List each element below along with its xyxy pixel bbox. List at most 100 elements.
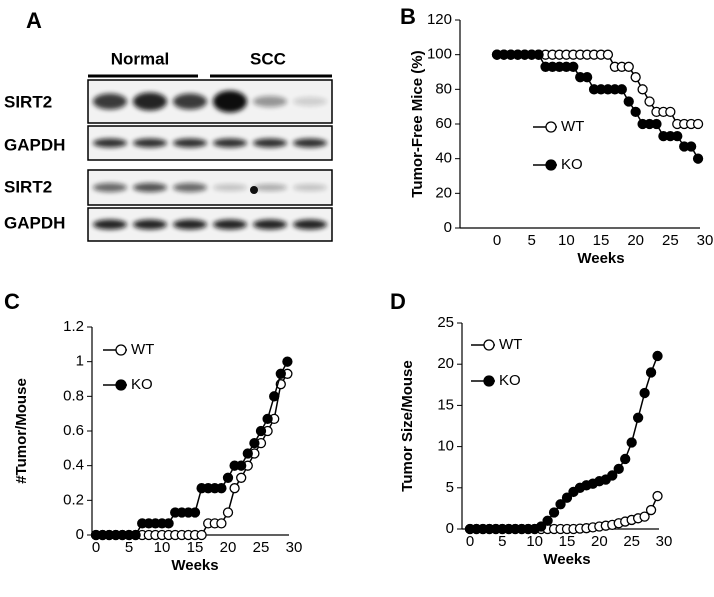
- data-point: [665, 106, 676, 118]
- series-line: [497, 53, 699, 160]
- x-tick-label: 5: [125, 539, 133, 556]
- x-tick-label: 25: [662, 232, 679, 249]
- legend-label: WT: [131, 341, 154, 358]
- blot-band: [133, 92, 167, 111]
- x-tick-label: 30: [286, 539, 303, 556]
- legend-marker: [115, 379, 127, 391]
- y-axis-title: #Tumor/Mouse: [13, 378, 30, 484]
- legend-label: KO: [499, 372, 521, 389]
- row-label: SIRT2: [4, 92, 52, 111]
- legend-marker: [115, 344, 127, 356]
- y-tick-label: 10: [437, 438, 454, 455]
- data-point: [613, 463, 624, 474]
- row-label: SIRT2: [4, 177, 52, 196]
- data-point: [269, 391, 280, 402]
- blot-band: [293, 138, 327, 148]
- x-tick-label: 15: [187, 539, 204, 556]
- blot-band: [253, 138, 287, 148]
- blot-band: [93, 138, 127, 148]
- y-tick-label: 20: [437, 355, 454, 372]
- blot-band: [213, 184, 247, 191]
- data-point: [616, 84, 627, 95]
- x-axis-title: Weeks: [543, 551, 590, 568]
- y-tick-label: 20: [435, 184, 452, 201]
- x-axis-title: Weeks: [171, 557, 218, 574]
- data-point: [626, 437, 637, 448]
- y-tick-label: 1.2: [63, 318, 84, 335]
- data-point: [644, 96, 655, 107]
- y-axis-title: Tumor Size/Mouse: [399, 360, 416, 491]
- data-point: [249, 437, 260, 449]
- data-point: [236, 472, 247, 483]
- blot-band: [133, 138, 167, 148]
- data-point: [651, 118, 662, 130]
- blot-band: [293, 97, 327, 106]
- data-point: [555, 499, 566, 510]
- data-point: [645, 504, 657, 516]
- data-point: [275, 368, 286, 379]
- data-point: [242, 448, 253, 459]
- x-tick-label: 0: [466, 533, 474, 550]
- blot-band: [213, 90, 247, 113]
- legend-label: WT: [561, 118, 584, 135]
- x-tick-label: 30: [656, 533, 673, 550]
- x-tick-label: 25: [253, 539, 270, 556]
- x-tick-label: 15: [559, 533, 576, 550]
- x-tick-label: 10: [558, 232, 575, 249]
- data-point: [623, 61, 634, 72]
- data-point: [561, 492, 573, 503]
- x-tick-label: 0: [92, 539, 100, 556]
- blot-band: [93, 93, 127, 110]
- panel-label: B: [400, 4, 416, 29]
- data-point: [672, 130, 683, 142]
- data-point: [535, 521, 547, 532]
- data-point: [542, 515, 553, 526]
- legend-label: WT: [499, 336, 522, 353]
- y-tick-label: 60: [435, 115, 452, 132]
- y-tick-label: 25: [437, 314, 454, 331]
- blot-band: [253, 184, 287, 191]
- legend-marker: [545, 159, 557, 171]
- x-tick-label: 30: [697, 232, 714, 249]
- data-point: [652, 490, 663, 502]
- x-axis-title: Weeks: [577, 250, 624, 267]
- x-tick-label: 5: [498, 533, 506, 550]
- blot-band: [173, 138, 207, 148]
- data-point: [602, 49, 614, 60]
- x-tick-label: 10: [526, 533, 543, 550]
- data-point: [236, 460, 247, 471]
- blot-strip: [87, 169, 333, 206]
- blot-band: [173, 93, 207, 110]
- x-tick-label: 25: [623, 533, 640, 550]
- legend-marker: [483, 375, 495, 387]
- x-tick-label: 0: [493, 232, 501, 249]
- legend-marker: [545, 121, 557, 133]
- data-point: [189, 507, 201, 518]
- legend-marker: [483, 339, 495, 351]
- blot-band: [213, 138, 247, 148]
- blot-band: [213, 219, 247, 230]
- data-point: [639, 511, 650, 522]
- y-tick-label: 0: [446, 520, 454, 537]
- legend-label: KO: [561, 156, 583, 173]
- data-point: [581, 72, 593, 83]
- data-point: [255, 425, 267, 437]
- y-tick-label: 5: [446, 479, 454, 496]
- blot-band: [93, 219, 127, 230]
- row-label: GAPDH: [4, 213, 65, 232]
- data-point: [637, 84, 648, 95]
- data-point: [620, 453, 631, 465]
- y-tick-label: 0.4: [63, 457, 84, 474]
- blot-spot: [250, 186, 258, 194]
- data-point: [623, 96, 634, 107]
- data-point: [222, 507, 234, 518]
- x-tick-label: 5: [527, 232, 535, 249]
- data-point: [645, 367, 657, 378]
- data-point: [282, 356, 293, 367]
- blot-strip: [87, 79, 333, 124]
- data-point: [130, 529, 141, 541]
- data-point: [196, 529, 207, 541]
- y-tick-label: 15: [437, 396, 454, 413]
